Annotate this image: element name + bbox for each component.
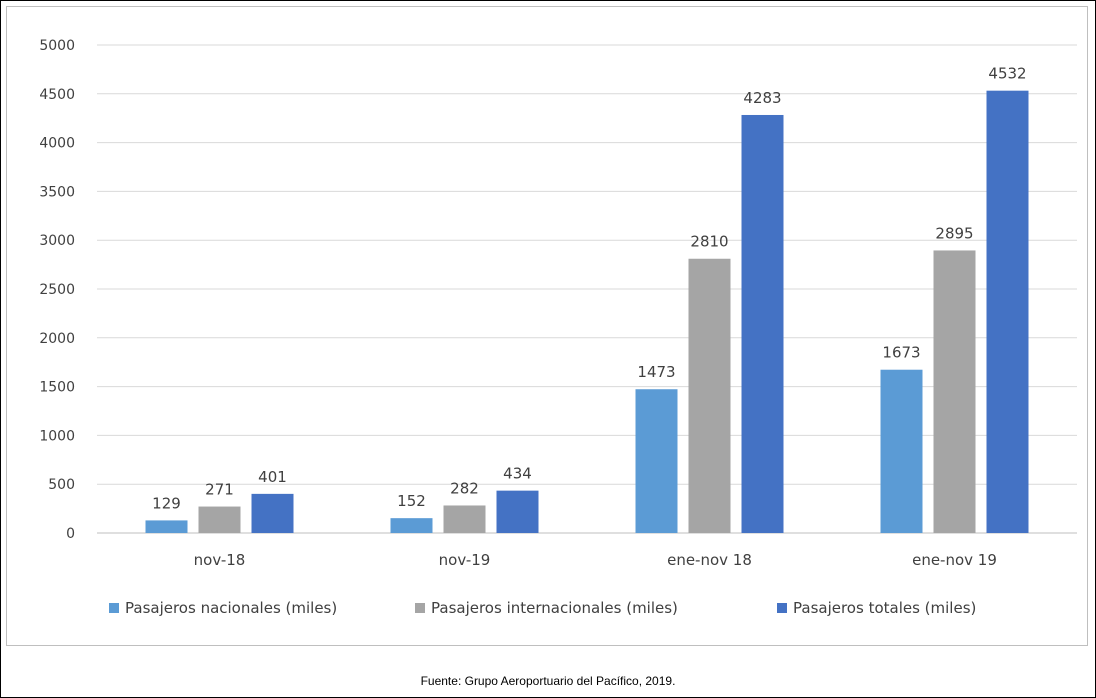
bar (496, 490, 539, 533)
gridlines (97, 44, 1077, 534)
y-tick-label: 4500 (39, 87, 75, 103)
legend-label: Pasajeros nacionales (miles) (125, 599, 337, 617)
source-note: Fuente: Grupo Aeroportuario del Pacífico… (420, 674, 676, 688)
legend: Pasajeros nacionales (miles) Pasajeros in… (109, 599, 976, 617)
data-label: 4532 (988, 65, 1026, 83)
bar (251, 493, 294, 533)
data-label: 4283 (743, 89, 781, 107)
y-tick-label: 5000 (39, 38, 75, 54)
legend-label: Pasajeros totales (miles) (793, 599, 976, 617)
data-label: 434 (503, 465, 532, 483)
data-label: 2895 (935, 224, 973, 242)
bar (741, 114, 784, 534)
data-label: 1673 (882, 344, 920, 362)
y-tick-label: 2500 (39, 282, 75, 298)
data-label: 1473 (637, 363, 675, 381)
bar (986, 90, 1029, 533)
y-tick-label: 3000 (39, 233, 75, 249)
bars (145, 90, 1029, 534)
x-category-label: nov-18 (194, 551, 246, 569)
bar (198, 506, 241, 533)
y-tick-label: 4000 (39, 136, 75, 152)
data-label: 271 (205, 481, 234, 499)
data-label: 2810 (690, 233, 728, 251)
x-category-label: nov-19 (439, 551, 491, 569)
legend-swatch (777, 603, 787, 613)
data-label: 282 (450, 479, 479, 497)
y-tick-label: 500 (48, 477, 75, 493)
bar (880, 369, 923, 533)
y-tick-label: 2000 (39, 331, 75, 347)
data-label: 129 (152, 494, 181, 512)
y-tick-label: 0 (66, 526, 75, 542)
x-category-label: ene-nov 18 (667, 551, 752, 569)
bar (145, 520, 188, 533)
y-tick-label: 1000 (39, 428, 75, 444)
y-tick-label: 3500 (39, 184, 75, 200)
bar (443, 505, 486, 533)
legend-swatch (415, 603, 425, 613)
bar (933, 250, 976, 533)
bar (635, 389, 678, 533)
chart-area: 0 500 1000 1500 2000 2500 3000 3500 4000 4500 5000… (6, 6, 1088, 646)
y-tick-label: 1500 (39, 380, 75, 396)
data-label: 401 (258, 468, 287, 486)
data-labels: 129 271 401 152 282 434 1473 2810 4283 1673 2895 45… (152, 65, 1026, 513)
bar (390, 518, 433, 533)
x-axis-categories: nov-18 nov-19 ene-nov 18 ene-nov 19 (194, 551, 997, 569)
bar (688, 258, 731, 533)
y-axis-ticks: 0 500 1000 1500 2000 2500 3000 3500 4000 4500 5000 (39, 38, 75, 542)
x-category-label: ene-nov 19 (912, 551, 997, 569)
legend-swatch (109, 603, 119, 613)
bar-chart: 0 500 1000 1500 2000 2500 3000 3500 4000 4500 5000… (39, 38, 1077, 617)
legend-label: Pasajeros internacionales (miles) (431, 599, 678, 617)
data-label: 152 (397, 492, 426, 510)
